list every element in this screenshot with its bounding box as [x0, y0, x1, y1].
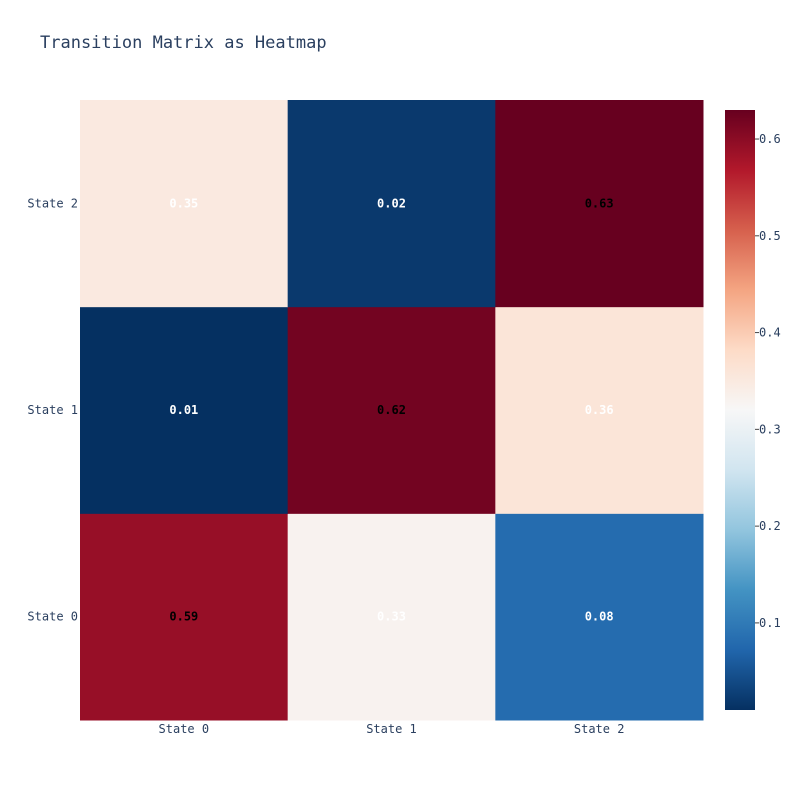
- heatmap-cell: [287, 100, 496, 308]
- cell-value-label: 0.59: [169, 610, 198, 624]
- heatmap-cell: [495, 306, 704, 514]
- y-tick-label: State 0: [27, 610, 78, 624]
- colorbar-tick-label: 0.4: [759, 326, 781, 340]
- heatmap-cell: [80, 306, 289, 514]
- cell-value-label: 0.62: [377, 403, 406, 417]
- colorbar-tick-label: 0.2: [759, 519, 781, 533]
- heatmap-cells: [80, 100, 704, 721]
- x-tick-label: State 0: [159, 722, 210, 736]
- cell-value-label: 0.63: [585, 196, 614, 210]
- colorbar-tick-label: 0.1: [759, 616, 781, 630]
- chart-title: Transition Matrix as Heatmap: [40, 33, 327, 53]
- heatmap-cell: [495, 513, 704, 721]
- cell-value-label: 0.36: [585, 403, 614, 417]
- x-tick-label: State 2: [574, 722, 625, 736]
- x-tick-label: State 1: [366, 722, 417, 736]
- x-axis-ticks: State 0 State 1 State 2: [159, 722, 625, 736]
- heatmap-cell: [495, 100, 704, 308]
- colorbar-tick-label: 0.6: [759, 132, 781, 146]
- heatmap-cell: [287, 306, 496, 514]
- cell-value-label: 0.08: [585, 610, 614, 624]
- cell-value-label: 0.02: [377, 196, 406, 210]
- colorbar-scale: [725, 110, 755, 710]
- colorbar-tick-label: 0.3: [759, 422, 781, 436]
- cell-value-label: 0.01: [169, 403, 198, 417]
- colorbar-tick-label: 0.5: [759, 229, 781, 243]
- colorbar: 0.1 0.2 0.3 0.4 0.5 0.6: [725, 110, 781, 710]
- y-axis-ticks: State 0 State 1 State 2: [27, 196, 78, 623]
- heatmap-cell: [80, 513, 289, 721]
- cell-value-label: 0.35: [169, 196, 198, 210]
- heatmap-cell-labels: 0.59 0.33 0.08 0.01 0.62 0.36 0.35 0.02 0.63: [169, 196, 613, 623]
- heatmap-cell: [80, 100, 289, 308]
- y-tick-label: State 2: [27, 196, 78, 210]
- y-tick-label: State 1: [27, 403, 78, 417]
- cell-value-label: 0.33: [377, 610, 406, 624]
- heatmap-cell: [287, 513, 496, 721]
